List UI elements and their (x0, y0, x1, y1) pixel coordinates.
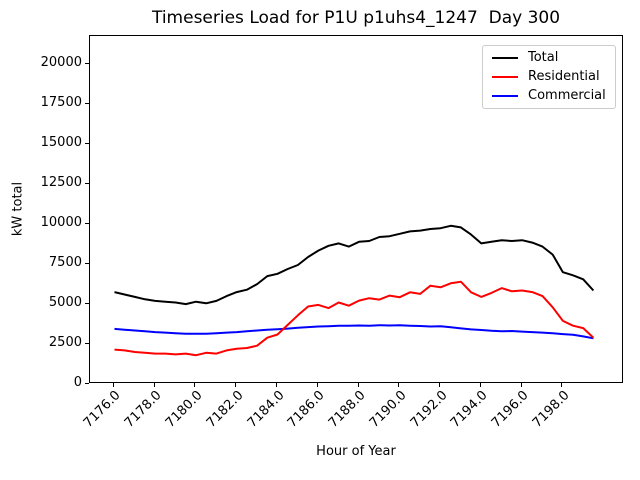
x-tick-mark (479, 383, 481, 387)
y-tick-label: 5000 (48, 295, 82, 311)
legend-line-residential-swatch (492, 76, 518, 78)
total-line (114, 224, 595, 306)
legend-item-total: Total (483, 49, 615, 67)
residential-line (114, 280, 595, 357)
y-tick-label: 7500 (48, 255, 82, 271)
legend-label-residential: Residential (528, 69, 600, 84)
plot-canvas (114, 224, 595, 357)
y-tick-mark (85, 182, 89, 184)
x-tick-mark (439, 383, 441, 387)
x-tick-mark (561, 383, 563, 387)
y-tick-mark (85, 262, 89, 264)
x-tick-mark (357, 383, 359, 387)
x-tick-mark (194, 383, 196, 387)
y-tick-mark (85, 302, 89, 304)
legend-line-total-swatch (492, 57, 518, 59)
legend-line-commercial-swatch (492, 95, 518, 97)
legend-item-commercial: Commercial (483, 87, 615, 105)
x-tick-mark (112, 383, 114, 387)
x-tick-mark (398, 383, 400, 387)
y-tick-label: 17500 (40, 95, 82, 111)
y-tick-label: 2500 (48, 335, 82, 351)
legend-item-residential: Residential (483, 68, 615, 86)
x-tick-mark (153, 383, 155, 387)
x-axis-label: Hour of Year (316, 444, 396, 459)
legend-label-commercial: Commercial (528, 88, 606, 103)
x-tick-mark (276, 383, 277, 387)
x-tick-mark (235, 383, 237, 387)
y-tick-mark (85, 382, 89, 384)
chart-title: Timeseries Load for P1U p1uhs4_1247 Day … (151, 8, 561, 28)
y-tick-label: 20000 (40, 55, 82, 71)
y-tick-mark (85, 342, 89, 344)
legend: Total Residential Commercial (482, 45, 616, 109)
legend-label-total: Total (528, 50, 559, 65)
y-tick-mark (85, 222, 89, 224)
commercial-line (114, 324, 594, 340)
x-tick-mark (316, 383, 318, 387)
y-tick-mark (85, 142, 89, 144)
x-tick-mark (520, 383, 522, 387)
y-tick-mark (85, 62, 89, 64)
y-tick-label: 12500 (40, 175, 82, 191)
y-tick-mark (85, 102, 89, 104)
y-tick-label: 15000 (40, 135, 82, 151)
y-tick-label: 10000 (40, 215, 82, 231)
y-tick-label: 0 (73, 375, 82, 390)
